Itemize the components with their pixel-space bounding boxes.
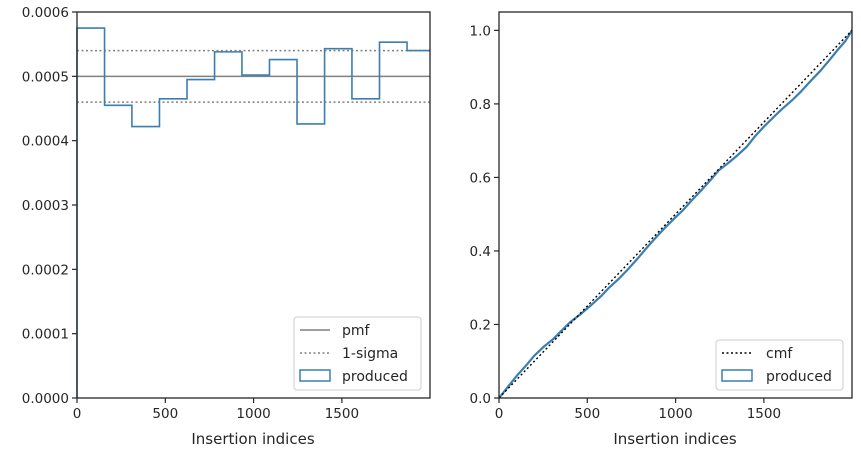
left-y-tick-label: 0.0004 bbox=[22, 134, 69, 150]
right-x-tick-label: 1500 bbox=[747, 406, 781, 422]
left-x-tick-label: 0 bbox=[73, 406, 82, 422]
right-y-tick-label: 1.0 bbox=[470, 23, 491, 39]
legend-sigma-label: 1-sigma bbox=[342, 346, 398, 362]
left-x-tick-label: 1500 bbox=[325, 406, 359, 422]
right-x-axis-label: Insertion indices bbox=[613, 430, 736, 448]
right-y-tick-label: 0.6 bbox=[470, 170, 491, 186]
legend-produced-label-left: produced bbox=[342, 369, 408, 385]
left-y-tick-label: 0.0005 bbox=[22, 69, 69, 85]
left-ticks: 0 500 1000 1500 0.0000 0.0001 0.0002 0.0003 0.00… bbox=[22, 5, 359, 422]
left-legend-box bbox=[293, 316, 422, 391]
right-plot-area bbox=[498, 29, 853, 399]
right-y-tick-label: 0.8 bbox=[470, 97, 491, 113]
legend-produced-label-right: produced bbox=[766, 369, 832, 385]
legend-cmf-label: cmf bbox=[766, 346, 793, 362]
legend-pmf-label: pmf bbox=[342, 323, 371, 339]
right-legend-box bbox=[715, 339, 844, 391]
left-y-tick-label: 0.0000 bbox=[22, 391, 69, 407]
left-y-tick-label: 0.0001 bbox=[22, 327, 69, 343]
left-y-tick-label: 0.0006 bbox=[22, 5, 69, 21]
right-x-tick-label: 500 bbox=[574, 406, 600, 422]
right-x-tick-label: 1000 bbox=[658, 406, 692, 422]
left-y-tick-label: 0.0002 bbox=[22, 262, 69, 278]
legend-produced-swatch bbox=[299, 369, 331, 382]
right-x-tick-label: 0 bbox=[495, 406, 504, 422]
left-legend: pmf 1-sigma produced bbox=[293, 316, 422, 391]
left-plot-area bbox=[76, 27, 430, 398]
left-x-tick-label: 500 bbox=[152, 406, 178, 422]
left-chart-pmf: 0 500 1000 1500 0.0000 0.0001 0.0002 0.0003 0.00… bbox=[22, 5, 431, 448]
left-x-tick-label: 1000 bbox=[236, 406, 270, 422]
cmf-line bbox=[498, 29, 853, 399]
left-x-axis-label: Insertion indices bbox=[191, 430, 314, 448]
right-chart-cmf: 0 500 1000 1500 0.0 0.2 0.4 0.6 0.8 1.0 Insertion… bbox=[470, 11, 853, 448]
right-y-tick-label: 0.4 bbox=[470, 244, 491, 260]
left-y-tick-label: 0.0003 bbox=[22, 198, 69, 214]
right-ticks: 0 500 1000 1500 0.0 0.2 0.4 0.6 0.8 1.0 bbox=[470, 23, 782, 422]
right-y-tick-label: 0.2 bbox=[470, 317, 491, 333]
legend-produced-swatch-right bbox=[721, 369, 753, 382]
produced-step-histogram bbox=[76, 27, 430, 398]
right-y-tick-label: 0.0 bbox=[470, 391, 491, 407]
produced-cumulative-line bbox=[498, 29, 853, 399]
right-legend: cmf produced bbox=[715, 339, 844, 391]
